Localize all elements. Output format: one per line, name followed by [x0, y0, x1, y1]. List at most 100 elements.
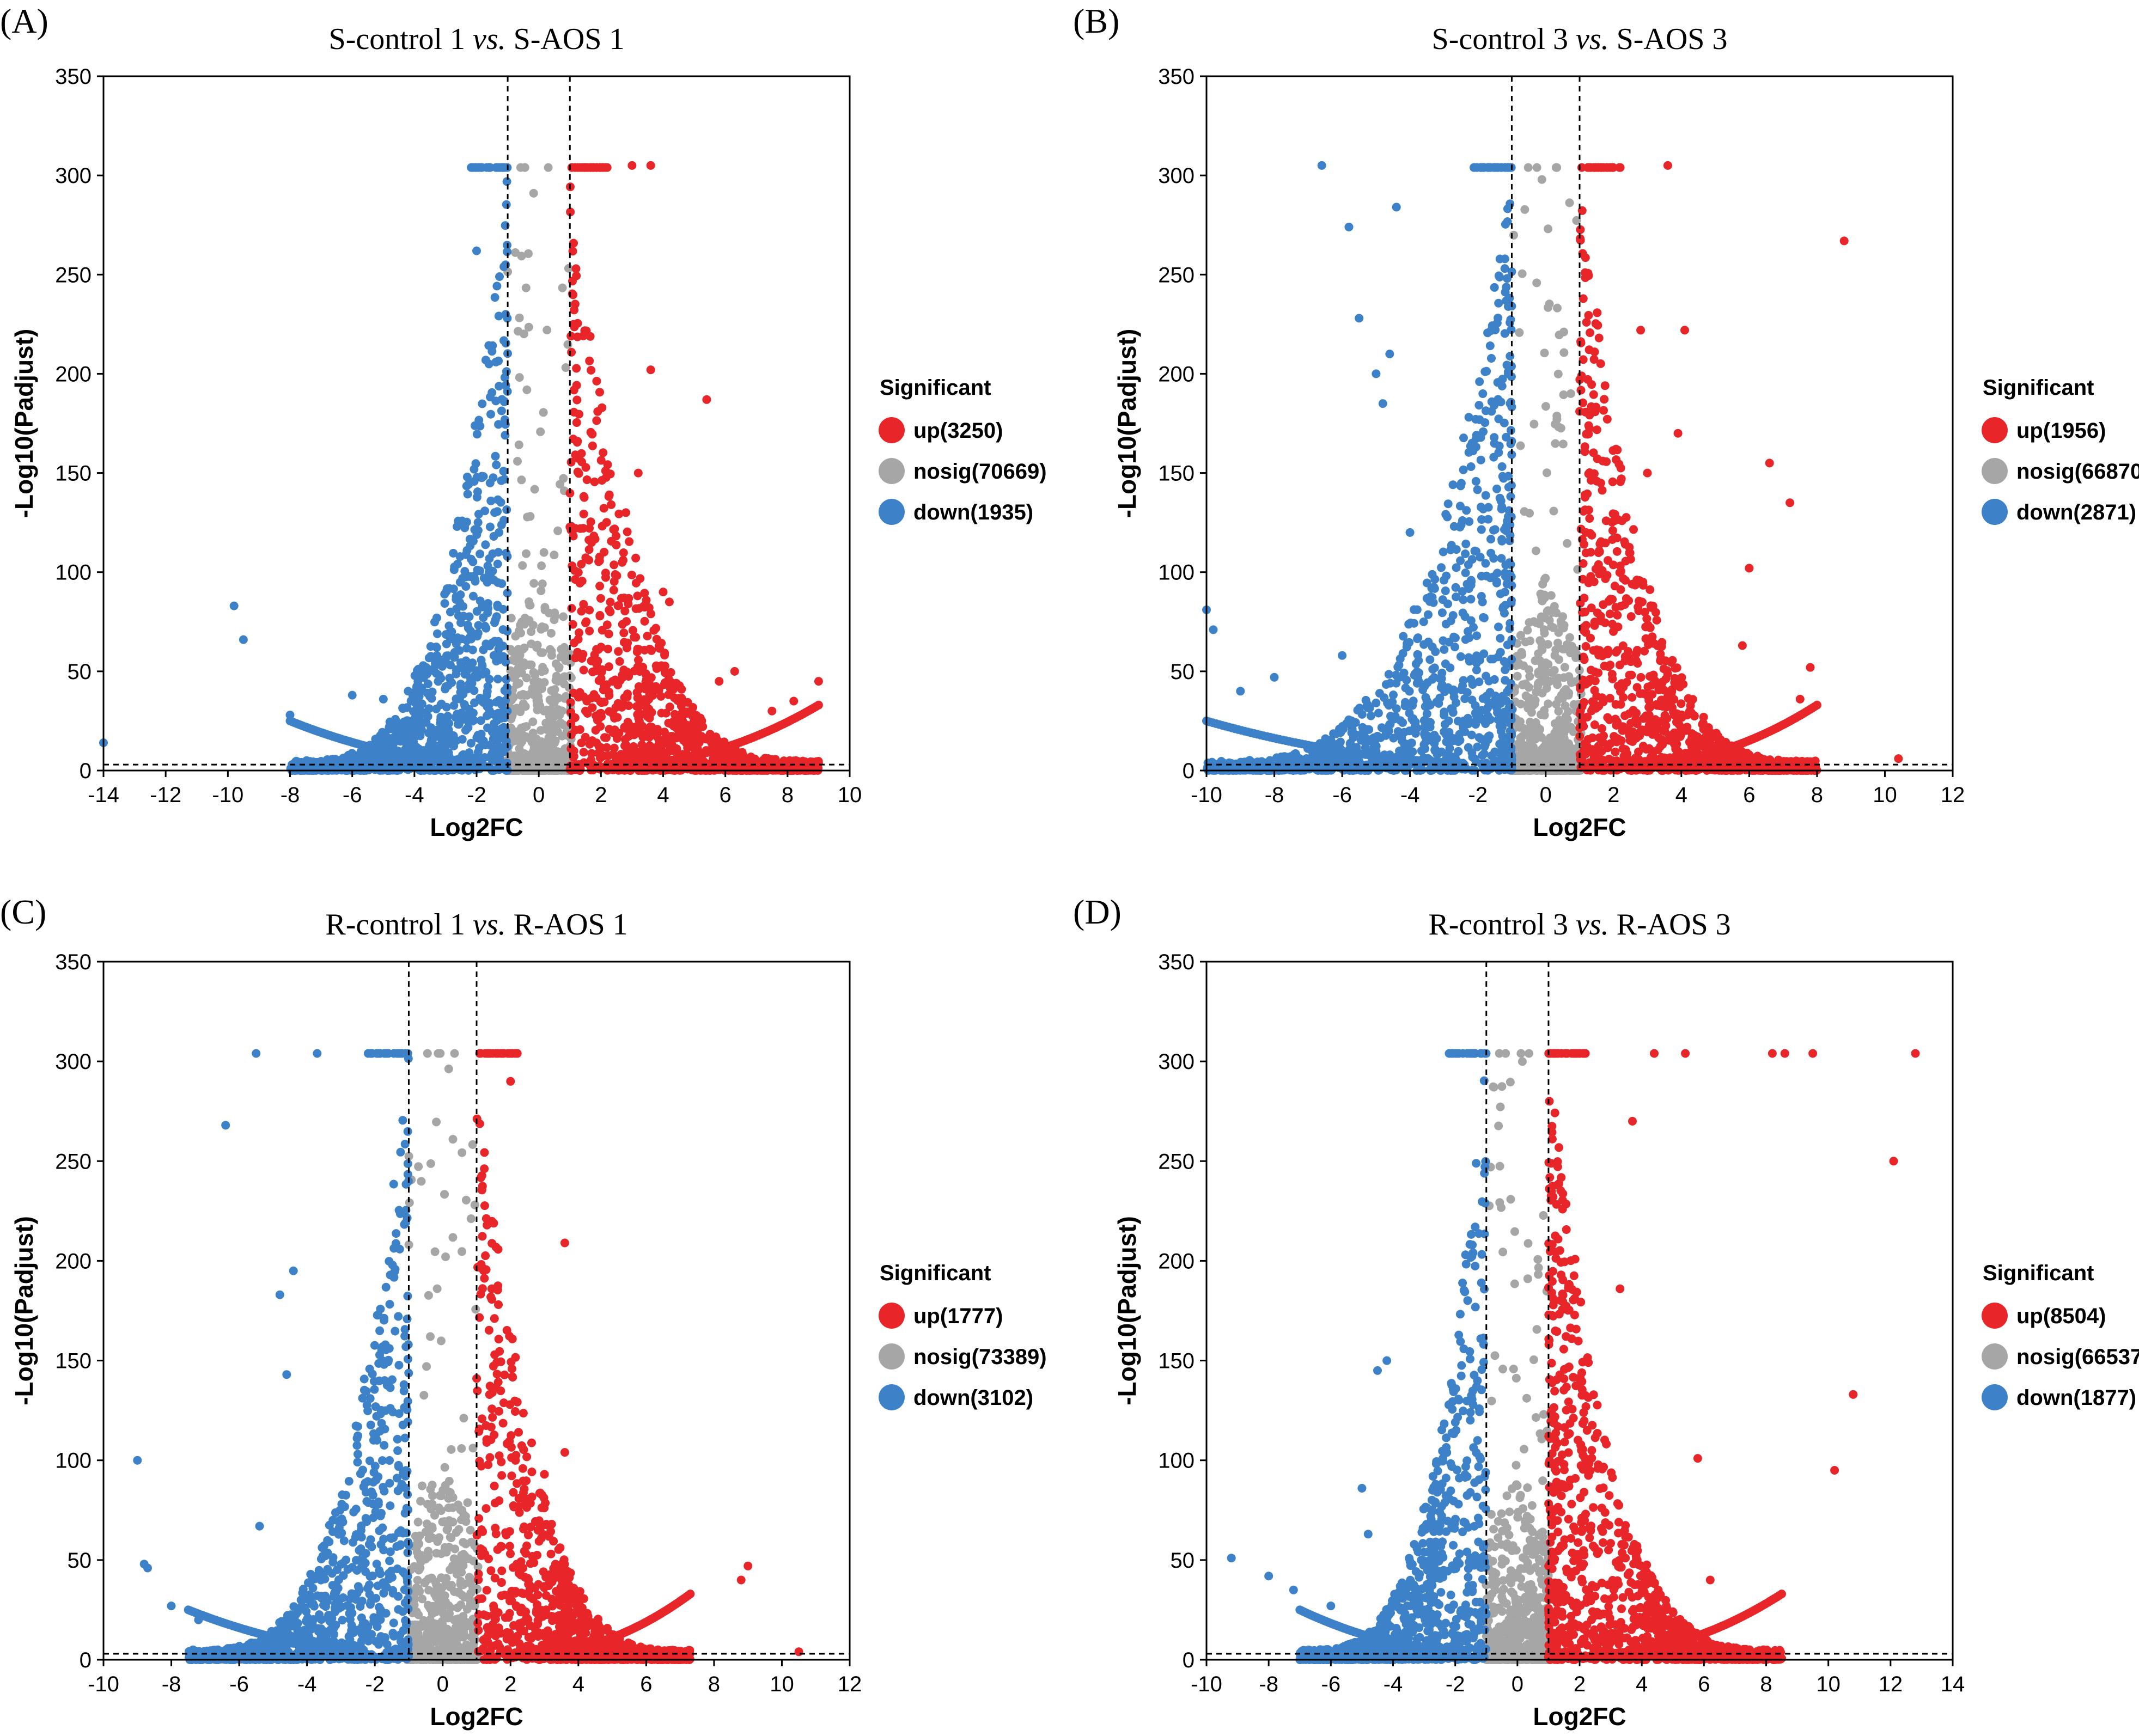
point-down: [389, 761, 398, 770]
point-down: [420, 765, 429, 774]
point-down: [1437, 563, 1446, 572]
point-nosig: [1513, 671, 1522, 681]
point-up: [733, 749, 742, 759]
point-nosig: [515, 373, 524, 382]
point-down: [501, 260, 510, 270]
point-down: [1381, 731, 1390, 740]
point-down: [1497, 382, 1507, 390]
data-points: [1202, 161, 1903, 775]
point-up: [640, 589, 649, 598]
point-nosig: [1527, 731, 1536, 740]
point-down: [1449, 685, 1458, 694]
point-down: [423, 679, 432, 688]
point-up: [627, 161, 637, 170]
point-up: [569, 747, 578, 756]
point-up: [575, 409, 583, 419]
point-down: [485, 554, 494, 563]
point-down: [285, 711, 295, 719]
point-nosig: [534, 677, 544, 687]
point-down: [1481, 559, 1490, 568]
point-nosig: [528, 749, 537, 758]
point-nosig: [525, 616, 534, 625]
point-down: [413, 677, 423, 686]
point-nosig: [537, 586, 546, 595]
point-down: [471, 459, 480, 468]
point-down: [1412, 605, 1422, 614]
point-down: [456, 758, 466, 767]
point-nosig: [537, 684, 546, 693]
point-nosig: [1534, 669, 1543, 678]
point-nosig: [522, 690, 532, 700]
point-up: [595, 612, 605, 621]
point-down: [1422, 594, 1431, 603]
point-down: [1478, 694, 1488, 703]
point-nosig: [562, 692, 571, 701]
point-down: [1474, 401, 1484, 410]
point-down: [1428, 570, 1437, 579]
point-nosig: [1551, 439, 1560, 448]
point-up: [567, 604, 576, 613]
point-nosig: [528, 739, 538, 748]
point-down: [1374, 708, 1383, 718]
point-down: [1460, 612, 1470, 621]
point-down: [1466, 462, 1476, 471]
point-nosig: [517, 758, 527, 767]
point-down: [1430, 730, 1439, 739]
point-down: [493, 559, 502, 569]
point-down: [1406, 618, 1415, 627]
point-nosig: [527, 627, 536, 636]
point-down: [414, 664, 423, 674]
point-up: [635, 702, 644, 711]
x-tick-label: 8: [782, 783, 794, 807]
point-down: [1398, 718, 1407, 727]
point-up: [595, 582, 605, 591]
point-up: [619, 555, 627, 565]
point-nosig: [1533, 682, 1543, 691]
point-nosig: [1519, 661, 1528, 670]
point-down: [432, 629, 442, 638]
y-tick-label: 300: [55, 164, 92, 188]
point-down: [1423, 698, 1433, 707]
point-up: [609, 585, 618, 595]
point-down: [1492, 484, 1501, 493]
point-down: [1466, 675, 1476, 684]
point-nosig: [529, 188, 538, 198]
point-down: [1503, 743, 1512, 752]
point-down: [1486, 548, 1496, 558]
point-nosig: [1543, 607, 1552, 616]
point-down: [442, 702, 451, 712]
point-down: [464, 480, 473, 489]
point-down: [1506, 678, 1515, 688]
point-up: [592, 416, 601, 425]
point-down: [1496, 647, 1505, 657]
point-down: [1413, 634, 1422, 644]
x-tick-label: -6: [343, 783, 362, 807]
y-tick-label: 0: [80, 759, 92, 783]
point-down: [1466, 595, 1476, 604]
point-down: [498, 163, 508, 172]
point-down: [423, 669, 431, 678]
point-up: [580, 493, 589, 502]
point-nosig: [1553, 638, 1562, 647]
point-down: [482, 624, 491, 633]
point-down: [1425, 655, 1435, 664]
point-down: [1419, 617, 1428, 626]
point-nosig: [530, 485, 539, 494]
point-up: [631, 578, 641, 588]
point-up: [585, 626, 594, 635]
point-nosig: [1519, 724, 1528, 733]
point-down: [423, 688, 432, 698]
point-down: [447, 678, 456, 687]
point-up: [663, 748, 672, 757]
point-up: [602, 163, 612, 172]
point-down: [461, 656, 471, 665]
point-down: [473, 518, 483, 527]
point-up: [814, 700, 823, 710]
point-down: [455, 716, 464, 725]
point-down: [1392, 670, 1400, 680]
point-nosig: [517, 730, 527, 739]
point-down: [456, 680, 465, 689]
point-nosig: [1544, 699, 1553, 708]
point-nosig: [544, 720, 553, 729]
